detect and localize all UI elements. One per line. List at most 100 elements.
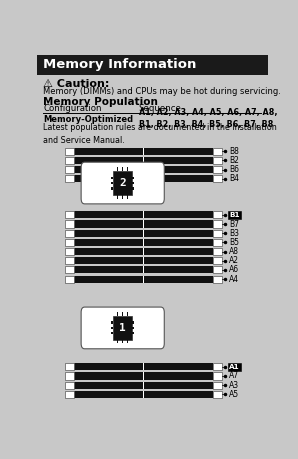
- Bar: [127, 313, 128, 316]
- Text: Memory-Optimized: Memory-Optimized: [43, 115, 133, 124]
- Bar: [143, 248, 144, 255]
- Bar: [65, 175, 74, 182]
- Bar: [65, 230, 74, 237]
- Bar: [65, 372, 74, 380]
- Text: A1, A2, A3, A4, A5, A6, A7, A8,
B1, B2, B3, B4, B5, B6, B7, B8: A1, A2, A3, A4, A5, A6, A7, A8, B1, B2, …: [139, 107, 277, 129]
- Bar: [132, 177, 134, 179]
- Bar: [117, 195, 118, 199]
- Bar: [213, 148, 222, 155]
- Bar: [213, 211, 222, 218]
- Bar: [122, 340, 123, 343]
- Bar: [74, 211, 213, 218]
- Bar: [74, 248, 213, 255]
- Bar: [111, 327, 114, 329]
- FancyBboxPatch shape: [81, 307, 164, 349]
- Bar: [213, 257, 222, 264]
- Bar: [213, 157, 222, 164]
- Text: B5: B5: [229, 238, 239, 247]
- Bar: [74, 381, 213, 389]
- Bar: [143, 275, 144, 283]
- Bar: [74, 157, 213, 164]
- Bar: [143, 391, 144, 398]
- Bar: [117, 168, 118, 171]
- Bar: [143, 230, 144, 237]
- Bar: [143, 381, 144, 389]
- Text: A8: A8: [229, 247, 239, 256]
- Bar: [74, 266, 213, 274]
- Text: B2: B2: [229, 156, 239, 165]
- Bar: [127, 340, 128, 343]
- Bar: [143, 257, 144, 264]
- Bar: [74, 166, 213, 173]
- Bar: [74, 230, 213, 237]
- Text: A4: A4: [229, 274, 240, 284]
- Bar: [127, 195, 128, 199]
- Text: Memory Population: Memory Population: [43, 97, 158, 107]
- Bar: [74, 372, 213, 380]
- Bar: [213, 248, 222, 255]
- Bar: [213, 175, 222, 182]
- Text: 1: 1: [119, 323, 126, 333]
- Bar: [65, 239, 74, 246]
- Bar: [74, 257, 213, 264]
- Bar: [122, 195, 123, 199]
- Bar: [143, 266, 144, 274]
- Text: B6: B6: [229, 165, 239, 174]
- Bar: [132, 187, 134, 190]
- Bar: [74, 175, 213, 182]
- Bar: [127, 168, 128, 171]
- Text: Sequence: Sequence: [139, 104, 182, 113]
- Bar: [111, 332, 114, 335]
- Text: Memory (DIMMs) and CPUs may be hot during servicing.: Memory (DIMMs) and CPUs may be hot durin…: [43, 87, 281, 95]
- Text: ⚠ Caution:: ⚠ Caution:: [43, 79, 109, 90]
- Bar: [143, 363, 144, 370]
- Bar: [143, 372, 144, 380]
- Text: A3: A3: [229, 381, 240, 390]
- Bar: [117, 313, 118, 316]
- Bar: [213, 230, 222, 237]
- Bar: [65, 257, 74, 264]
- Bar: [213, 363, 222, 370]
- Bar: [111, 177, 114, 179]
- Text: A5: A5: [229, 390, 240, 399]
- Bar: [74, 363, 213, 370]
- Bar: [65, 381, 74, 389]
- Text: Configuration: Configuration: [43, 104, 102, 113]
- Bar: [143, 166, 144, 173]
- Text: Memory Information: Memory Information: [43, 58, 196, 72]
- Bar: [65, 248, 74, 255]
- Text: A7: A7: [229, 371, 240, 381]
- Text: A2: A2: [229, 256, 239, 265]
- Bar: [122, 313, 123, 316]
- Text: 2: 2: [119, 178, 126, 188]
- Bar: [143, 148, 144, 155]
- Bar: [111, 187, 114, 190]
- Bar: [65, 148, 74, 155]
- Bar: [213, 239, 222, 246]
- Bar: [74, 391, 213, 398]
- Bar: [111, 182, 114, 184]
- Bar: [143, 211, 144, 218]
- Bar: [143, 157, 144, 164]
- Bar: [65, 266, 74, 274]
- Bar: [213, 266, 222, 274]
- Bar: [132, 327, 134, 329]
- Bar: [65, 275, 74, 283]
- Text: B3: B3: [229, 229, 239, 238]
- Bar: [65, 363, 74, 370]
- Bar: [117, 340, 118, 343]
- Text: B4: B4: [229, 174, 239, 183]
- Text: A1: A1: [229, 364, 240, 370]
- Bar: [213, 372, 222, 380]
- Text: B7: B7: [229, 219, 239, 229]
- Bar: [213, 381, 222, 389]
- Bar: [213, 220, 222, 228]
- Text: A6: A6: [229, 265, 240, 274]
- Bar: [143, 175, 144, 182]
- Text: B8: B8: [229, 147, 239, 156]
- Bar: [65, 157, 74, 164]
- Bar: [74, 239, 213, 246]
- Bar: [213, 391, 222, 398]
- Bar: [143, 239, 144, 246]
- Bar: [74, 275, 213, 283]
